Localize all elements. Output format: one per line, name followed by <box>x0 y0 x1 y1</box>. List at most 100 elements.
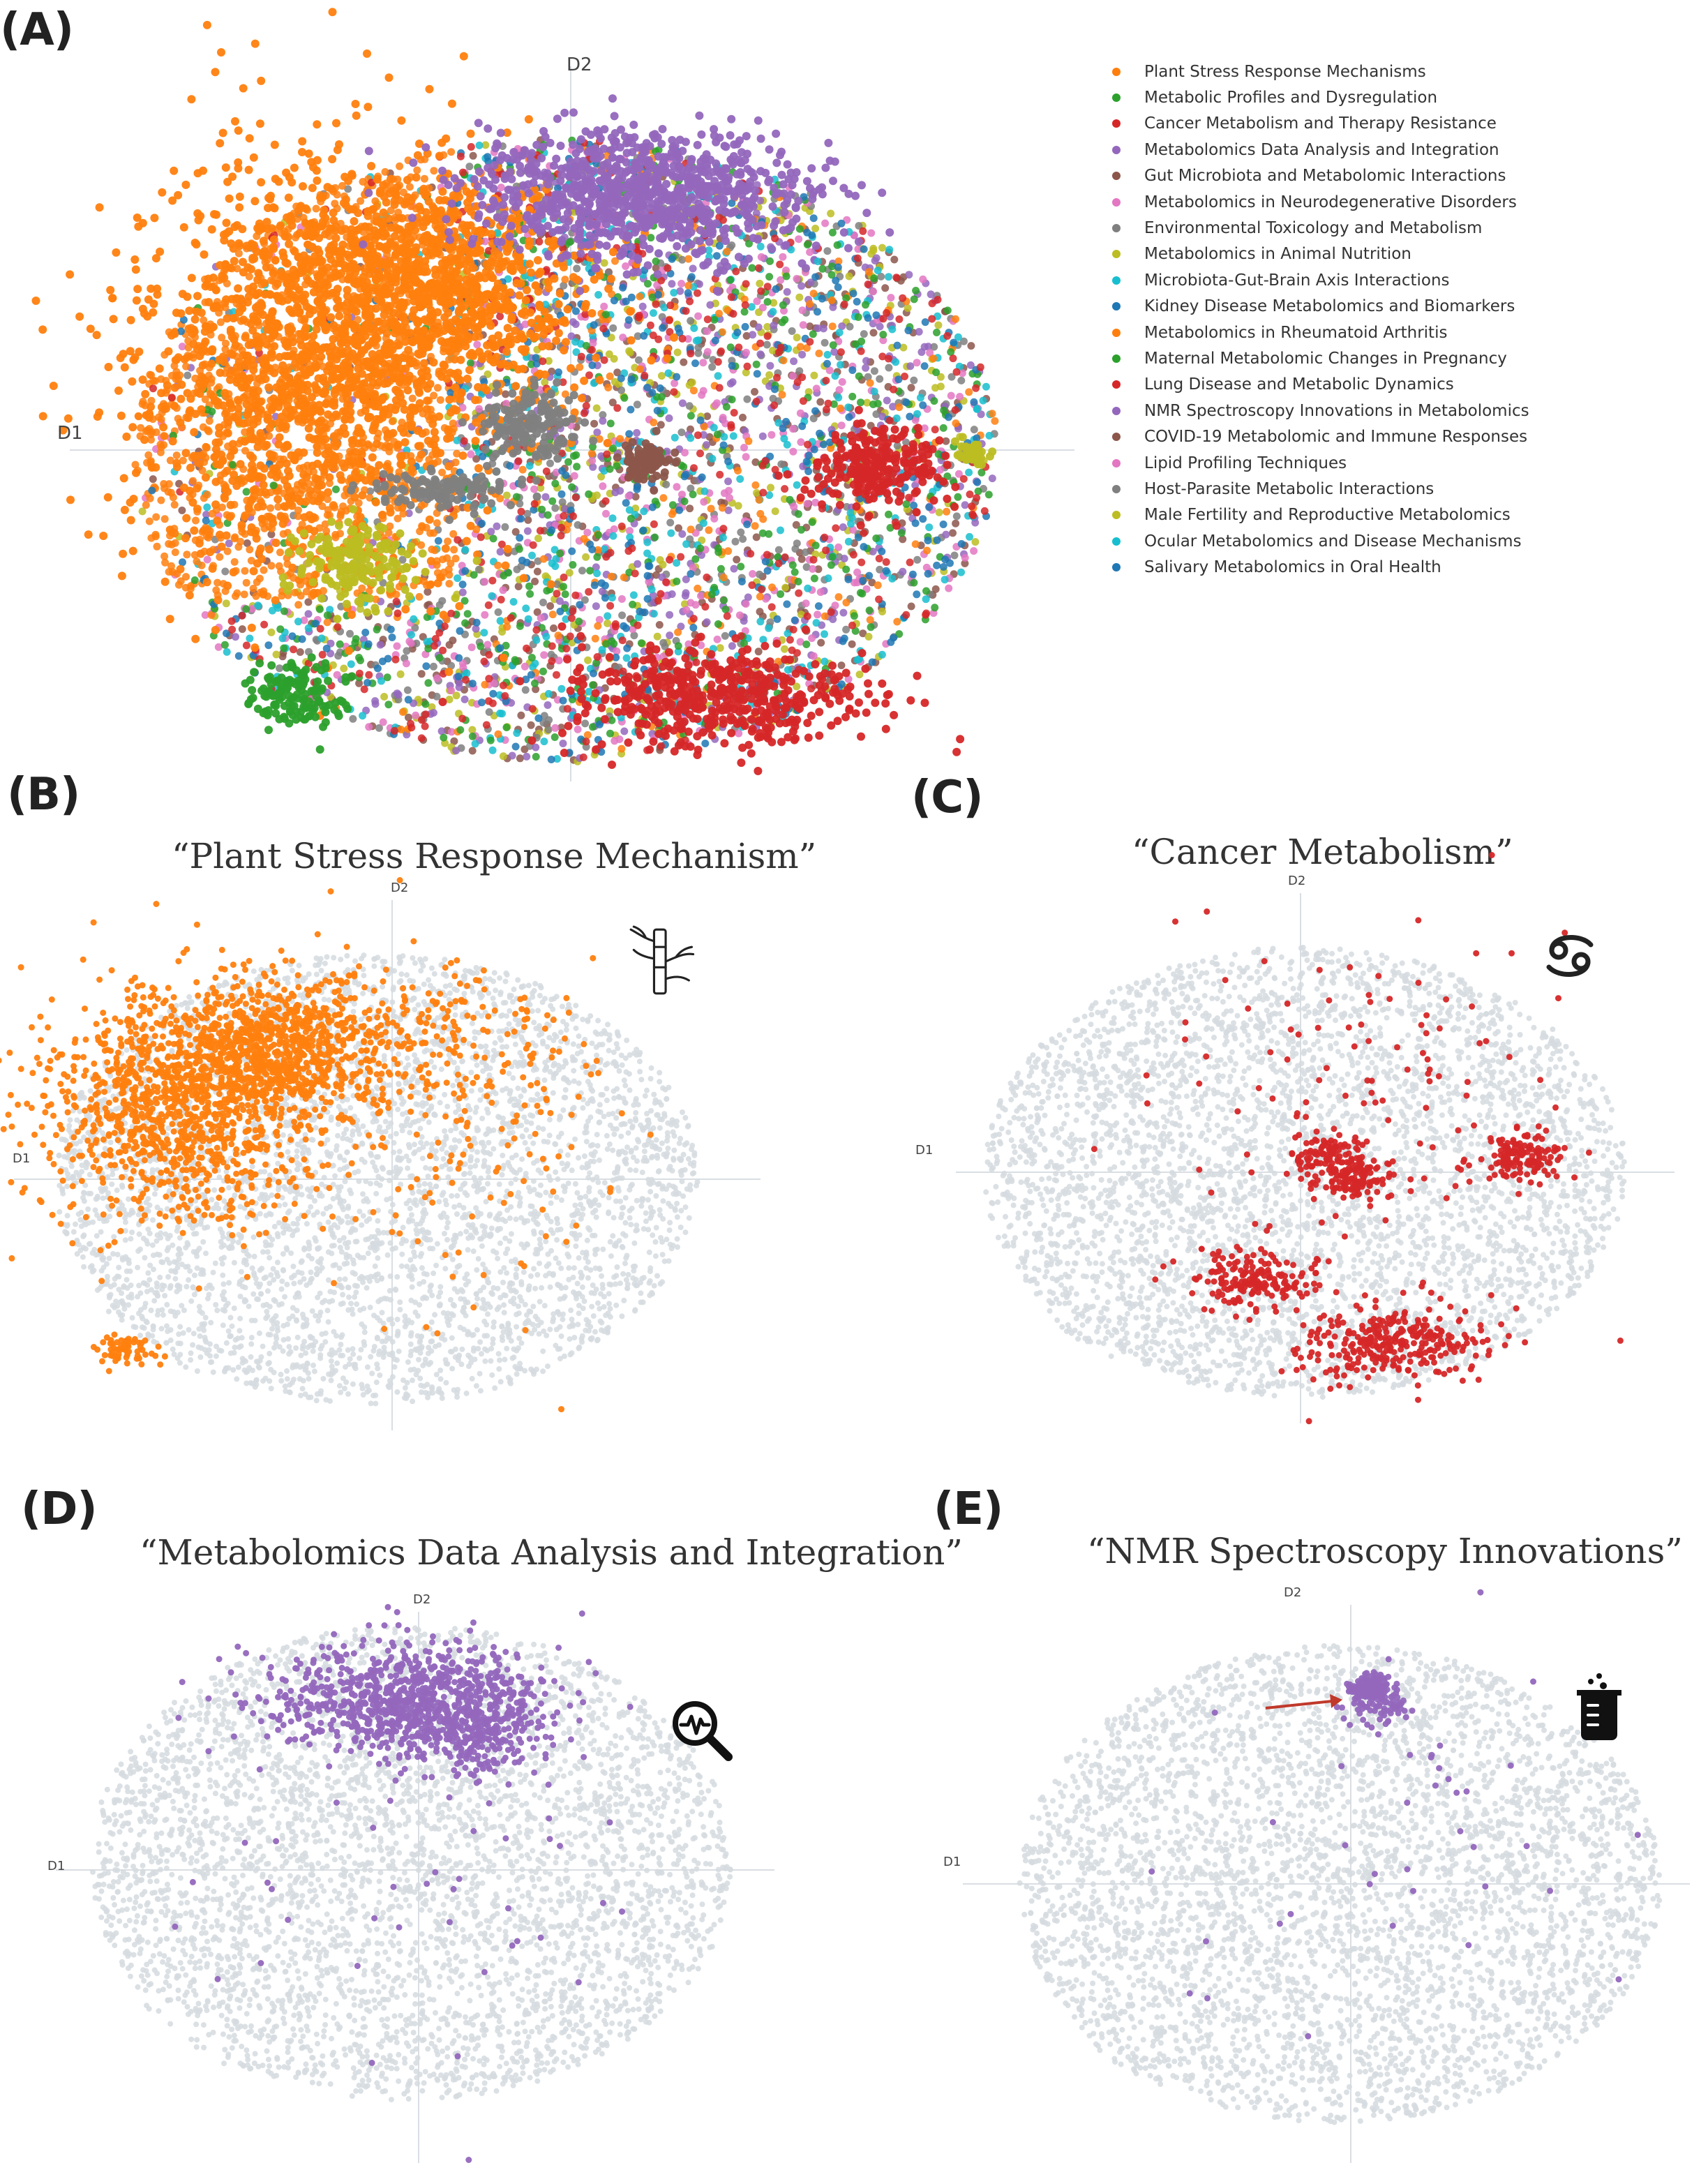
legend-item[interactable]: Microbiota-Gut-Brain Axis Interactions <box>1109 267 1529 293</box>
axis-label-d2-b: D2 <box>391 881 408 895</box>
legend-marker <box>1112 380 1121 389</box>
legend-marker <box>1112 354 1121 363</box>
panel-label-c: (C) <box>911 772 983 823</box>
legend-label: Environmental Toxicology and Metabolism <box>1144 219 1482 237</box>
legend-label: Host-Parasite Metabolic Interactions <box>1144 480 1434 498</box>
legend-label: Metabolic Profiles and Dysregulation <box>1144 89 1437 107</box>
scatter-plot-c <box>956 852 1675 1425</box>
legend-label: Metabolomics in Neurodegenerative Disord… <box>1144 193 1517 211</box>
legend-marker <box>1112 537 1121 546</box>
beaker-icon <box>1577 1673 1621 1740</box>
legend-item[interactable]: Ocular Metabolomics and Disease Mechanis… <box>1109 528 1529 554</box>
cluster-cancer <box>438 622 965 775</box>
legend-label: Plant Stress Response Mechanisms <box>1144 63 1426 81</box>
legend-item[interactable]: Gut Microbiota and Metabolomic Interacti… <box>1109 163 1529 189</box>
highlight-points <box>172 1774 625 2163</box>
legend-label: NMR Spectroscopy Innovations in Metabolo… <box>1144 402 1529 420</box>
legend-label: Lipid Profiling Techniques <box>1144 454 1347 472</box>
legend-label: Male Fertility and Reproductive Metabolo… <box>1144 506 1511 524</box>
axis-label-d1-e: D1 <box>943 1855 961 1869</box>
arrow-annotation <box>1265 1694 1342 1709</box>
legend-marker <box>1112 276 1121 285</box>
legend-label: Metabolomics in Rheumatoid Arthritis <box>1144 324 1447 342</box>
axis-label-d2-e: D2 <box>1284 1585 1301 1600</box>
legend-item[interactable]: Metabolic Profiles and Dysregulation <box>1109 84 1529 110</box>
legend-item[interactable]: Metabolomics in Neurodegenerative Disord… <box>1109 189 1529 215</box>
legend-item[interactable]: Lung Disease and Metabolic Dynamics <box>1109 372 1529 398</box>
legend-item[interactable]: NMR Spectroscopy Innovations in Metabolo… <box>1109 398 1529 424</box>
legend-item[interactable]: Cancer Metabolism and Therapy Resistance <box>1109 111 1529 137</box>
cluster-data-analysis <box>359 94 894 295</box>
legend-item[interactable]: Metabolomics in Animal Nutrition <box>1109 241 1529 267</box>
legend-item[interactable]: Kidney Disease Metabolomics and Biomarke… <box>1109 294 1529 320</box>
background-points <box>90 1624 733 2103</box>
panel-label-e: (E) <box>934 1483 1003 1535</box>
highlight-points <box>253 877 654 1413</box>
legend-marker <box>1112 67 1121 76</box>
background-points <box>1017 1643 1663 2125</box>
highlight-points <box>1333 1680 1416 1738</box>
legend-item[interactable]: Metabolomics Data Analysis and Integrati… <box>1109 137 1529 163</box>
panel-label-a: (A) <box>0 4 74 56</box>
cluster-animal-nutrition <box>950 433 997 469</box>
legend-item[interactable]: Metabolomics in Rheumatoid Arthritis <box>1109 320 1529 345</box>
legend-item[interactable]: Male Fertility and Reproductive Metabolo… <box>1109 502 1529 528</box>
panel-title-c: “Cancer Metabolism” <box>1132 832 1513 872</box>
legend-marker <box>1112 224 1121 233</box>
scatter-plot-e <box>963 1589 1690 2163</box>
legend-label: Gut Microbiota and Metabolomic Interacti… <box>1144 167 1506 185</box>
cluster-toxicology <box>458 375 598 463</box>
axis-label-d1-a: D1 <box>57 423 83 444</box>
legend-label: Microbiota-Gut-Brain Axis Interactions <box>1144 271 1450 290</box>
legend-label: Maternal Metabolomic Changes in Pregnanc… <box>1144 350 1507 368</box>
legend-a: Plant Stress Response Mechanisms Metaboli… <box>1109 59 1529 581</box>
axis-label-d2-c: D2 <box>1288 874 1305 888</box>
cluster-cancer <box>774 405 960 530</box>
legend-item[interactable]: Salivary Metabolomics in Oral Health <box>1109 554 1529 580</box>
legend-label: Metabolomics Data Analysis and Integrati… <box>1144 141 1499 159</box>
axis-label-d1-c: D1 <box>915 1143 933 1158</box>
legend-label: COVID-19 Metabolomic and Immune Response… <box>1144 428 1527 446</box>
legend-label: Cancer Metabolism and Therapy Resistance <box>1144 114 1497 133</box>
cluster-gut-microbiota <box>613 426 680 495</box>
panel-title-e: “NMR Spectroscopy Innovations” <box>1087 1531 1683 1571</box>
legend-marker <box>1112 458 1121 467</box>
legend-marker <box>1112 93 1121 103</box>
cluster-animal-nutrition <box>278 504 481 624</box>
legend-item[interactable]: Host-Parasite Metabolic Interactions <box>1109 476 1529 502</box>
highlight-points <box>1152 1243 1332 1323</box>
legend-label: Lung Disease and Metabolic Dynamics <box>1144 375 1454 394</box>
panel-title-d: “Metabolomics Data Analysis and Integrat… <box>140 1532 963 1573</box>
highlight-points <box>377 1679 574 1806</box>
highlight-points <box>1278 1289 1529 1403</box>
axis-label-d2-a: D2 <box>567 54 592 75</box>
legend-marker <box>1112 172 1121 181</box>
legend-marker <box>1112 302 1121 311</box>
legend-marker <box>1112 511 1121 520</box>
cluster-metabolic-profiles <box>241 653 357 754</box>
axis-label-d1-b: D1 <box>13 1151 30 1166</box>
legend-item[interactable]: COVID-19 Metabolomic and Immune Response… <box>1109 424 1529 449</box>
legend-marker <box>1112 197 1121 207</box>
panel-title-b: “Plant Stress Response Mechanism” <box>172 836 816 876</box>
legend-marker <box>1112 563 1121 572</box>
legend-item[interactable]: Environmental Toxicology and Metabolism <box>1109 215 1529 241</box>
legend-item[interactable]: Lipid Profiling Techniques <box>1109 450 1529 476</box>
highlight-points <box>118 888 601 1168</box>
legend-marker <box>1112 250 1121 259</box>
legend-label: Salivary Metabolomics in Oral Health <box>1144 558 1441 576</box>
scatter-plot-a <box>31 8 1074 781</box>
legend-marker <box>1112 119 1121 128</box>
bamboo-icon <box>629 925 695 995</box>
highlight-points <box>1283 1125 1366 1192</box>
legend-item[interactable]: Maternal Metabolomic Changes in Pregnanc… <box>1109 345 1529 371</box>
legend-label: Kidney Disease Metabolomics and Biomarke… <box>1144 297 1515 315</box>
cluster-plant-stress <box>138 134 678 449</box>
highlight-points <box>1091 852 1624 1425</box>
panel-label-d: (D) <box>21 1483 98 1535</box>
highlight-points <box>90 1331 168 1375</box>
legend-label: Metabolomics in Animal Nutrition <box>1144 245 1411 263</box>
legend-item[interactable]: Plant Stress Response Mechanisms <box>1109 59 1529 84</box>
legend-marker <box>1112 433 1121 442</box>
legend-marker <box>1112 328 1121 337</box>
